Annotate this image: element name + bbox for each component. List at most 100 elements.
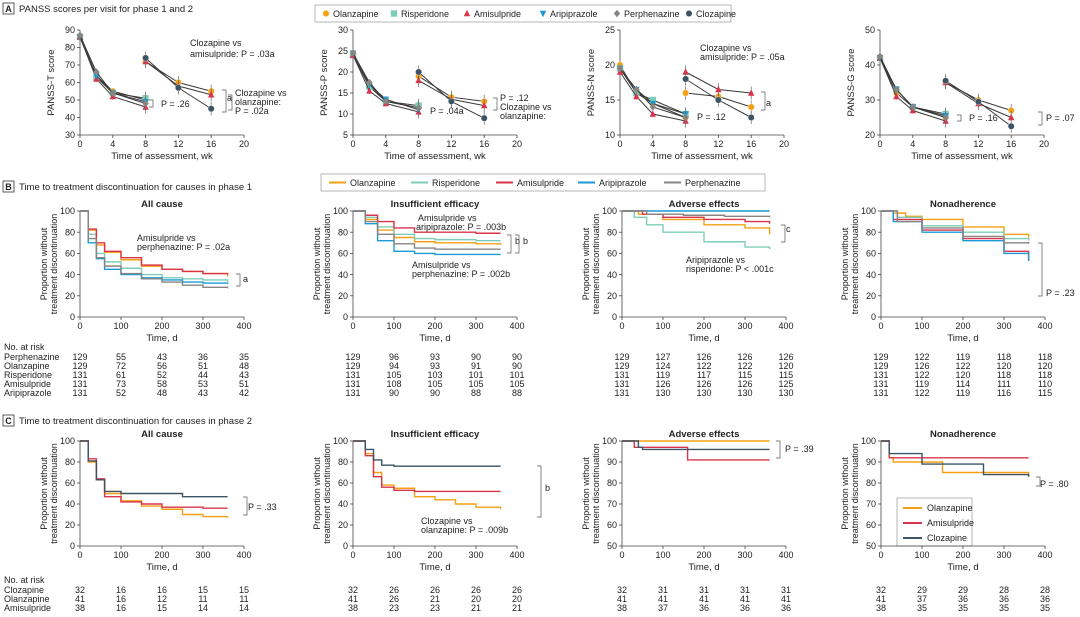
risk-value: 118 xyxy=(997,352,1011,362)
risk-value: 35 xyxy=(917,603,927,613)
y-axis-label: Proportion without xyxy=(312,457,322,530)
data-point xyxy=(415,104,422,112)
risk-value: 43 xyxy=(239,370,249,380)
series-line xyxy=(881,210,1030,261)
legend-marker xyxy=(322,10,330,17)
x-tick-label: 200 xyxy=(154,550,169,560)
risk-table-label: No. at risk xyxy=(4,575,45,585)
risk-value: 38 xyxy=(617,603,627,613)
x-axis-label: Time, d xyxy=(688,562,719,573)
risk-value: 21 xyxy=(471,603,481,613)
risk-value: 21 xyxy=(512,603,522,613)
y-tick-label: 80 xyxy=(65,43,75,53)
risk-value: 126 xyxy=(655,379,670,389)
y-tick-label: 30 xyxy=(338,25,348,35)
risk-value: 32 xyxy=(876,585,886,595)
risk-value: 131 xyxy=(873,379,888,389)
risk-value: 41 xyxy=(699,594,709,604)
x-tick-label: 0 xyxy=(77,550,82,560)
panel-title: Insufficient efficacy xyxy=(391,429,480,440)
series-line xyxy=(352,54,419,113)
y-tick-label: 0 xyxy=(871,312,876,322)
legend-label: Amisulpride xyxy=(517,178,564,188)
risk-value: 11 xyxy=(239,594,248,604)
risk-value: 41 xyxy=(617,594,627,604)
legend-marker xyxy=(390,10,398,17)
series-line xyxy=(881,210,1030,244)
annotation: b xyxy=(545,483,550,493)
risk-row-name: Aripiprazole xyxy=(4,388,52,398)
brackets xyxy=(149,89,1043,518)
data-point xyxy=(93,68,100,76)
risk-value: 129 xyxy=(72,352,87,362)
y-tick-label: 60 xyxy=(866,520,876,530)
series-line xyxy=(622,210,771,224)
legend-label: Risperidone xyxy=(432,178,480,188)
x-tick-label: 12 xyxy=(446,139,456,149)
y-tick-label: 100 xyxy=(602,206,617,216)
x-axis-label: Time of assessment, wk xyxy=(651,151,753,162)
risk-value: 36 xyxy=(999,594,1009,604)
risk-value: 94 xyxy=(389,361,399,371)
risk-value: 26 xyxy=(389,585,399,595)
x-tick-label: 4 xyxy=(383,139,388,149)
risk-value: 36 xyxy=(781,603,791,613)
risk-value: 15 xyxy=(157,603,167,613)
legend-label: Olanzapine xyxy=(350,178,396,188)
y-tick-label: 20 xyxy=(338,67,348,77)
significance-bracket xyxy=(761,91,766,111)
risk-value: 12 xyxy=(157,594,167,604)
risk-value: 131 xyxy=(614,370,629,380)
y-tick-label: 50 xyxy=(607,541,617,551)
y-tick-label: 20 xyxy=(338,291,348,301)
x-tick-label: 0 xyxy=(350,139,355,149)
series-line xyxy=(881,440,1030,477)
legend-marker xyxy=(463,9,471,17)
chart-panel: 10 15 20 25 0 4 8 12 16 20 Time of assessment, wk P… xyxy=(586,25,789,162)
risk-row-name: Olanzapine xyxy=(4,361,50,371)
risk-value: 101 xyxy=(509,370,524,380)
x-axis-label: Time of assessment, wk xyxy=(111,151,213,162)
data-point xyxy=(616,64,624,73)
section-a-box xyxy=(2,2,15,15)
y-tick-label: 20 xyxy=(866,291,876,301)
risk-value: 31 xyxy=(781,585,791,595)
x-tick-label: 4 xyxy=(910,139,915,149)
annotation: Clozapine vs xyxy=(190,38,242,48)
risk-value: 31 xyxy=(658,585,668,595)
data-point xyxy=(909,103,916,111)
y-tick-label: 40 xyxy=(865,60,875,70)
x-axis-label: Time, d xyxy=(947,333,978,344)
data-point xyxy=(109,89,116,97)
risk-value: 14 xyxy=(239,603,249,613)
series-line xyxy=(881,210,1030,241)
risk-value: 131 xyxy=(345,379,360,389)
y-tick-label: 40 xyxy=(338,270,348,280)
significance-bracket xyxy=(507,234,512,254)
y-axis-label: Proportion without xyxy=(39,227,49,300)
x-tick-label: 200 xyxy=(955,550,970,560)
x-tick-label: 0 xyxy=(77,321,82,331)
y-tick-label: 70 xyxy=(607,499,617,509)
risk-value: 114 xyxy=(956,379,970,389)
risk-value: 105 xyxy=(427,379,442,389)
data-point xyxy=(715,85,722,93)
risk-value: 131 xyxy=(72,370,87,380)
risk-value: 21 xyxy=(430,594,440,604)
data-point xyxy=(633,85,640,94)
x-tick-label: 16 xyxy=(206,139,216,149)
legend-marker xyxy=(685,10,693,17)
y-tick-label: 20 xyxy=(865,130,875,140)
risk-value: 35 xyxy=(958,603,968,613)
series-line xyxy=(79,36,146,108)
annotation: olanzapine: xyxy=(500,111,546,121)
annotation: c xyxy=(786,224,791,234)
data-point xyxy=(481,101,488,109)
risk-row-name: Olanzapine xyxy=(4,594,50,604)
panel-title: Insufficient efficacy xyxy=(391,199,480,210)
x-axis-label: Time, d xyxy=(146,333,177,344)
series-line xyxy=(879,57,946,122)
risk-value: 90 xyxy=(430,388,440,398)
y-tick-label: 40 xyxy=(65,270,75,280)
y-axis-label: treatment discontinuation xyxy=(322,443,332,544)
